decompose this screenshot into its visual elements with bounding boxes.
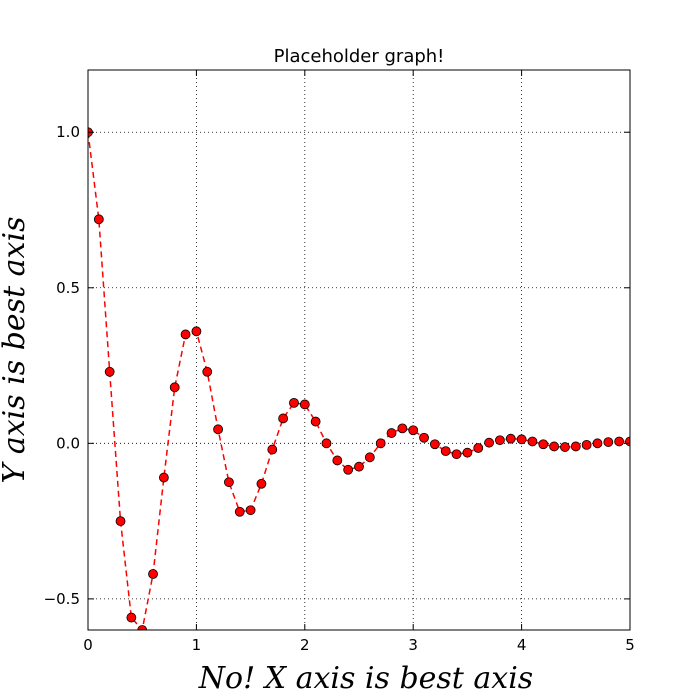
data-point: [364, 452, 375, 463]
data-point: [603, 437, 614, 447]
data-point: [126, 612, 137, 623]
data-point: [386, 428, 397, 438]
data-point: [516, 434, 527, 445]
data-point: [505, 433, 516, 444]
data-point: [332, 455, 343, 466]
plot-frame: [87, 69, 631, 631]
data-point: [440, 446, 451, 457]
data-point: [158, 472, 169, 483]
data-point: [549, 441, 560, 452]
data-point: [180, 329, 191, 340]
x-tick-label: 3: [408, 636, 418, 654]
data-point: [419, 432, 429, 443]
data-point: [538, 439, 549, 450]
data-point: [191, 326, 202, 337]
data-point: [169, 382, 180, 393]
x-tick-label: 5: [625, 636, 635, 654]
data-point: [570, 441, 581, 452]
data-point: [115, 516, 126, 527]
data-point: [278, 413, 289, 424]
data-point: [137, 625, 148, 630]
data-point: [375, 438, 386, 449]
data-point: [397, 423, 408, 434]
y-axis-label: Y axis is best axis: [0, 217, 32, 484]
x-tick-label: 4: [517, 636, 527, 654]
data-point: [224, 477, 234, 488]
data-point: [148, 569, 158, 579]
data-point: [267, 444, 278, 455]
data-point: [310, 416, 321, 427]
data-point: [299, 399, 310, 410]
data-point: [473, 443, 484, 453]
y-tick-label: −0.5: [44, 590, 80, 608]
plot-area: [88, 70, 630, 630]
y-tick-label: 0.5: [56, 279, 80, 297]
y-tick-label: 1.0: [56, 123, 80, 141]
y-tick-label: 0.0: [56, 434, 80, 452]
data-point: [484, 437, 494, 448]
data-point: [451, 449, 462, 460]
x-tick-label: 1: [192, 636, 202, 654]
data-point: [527, 436, 538, 447]
data-point: [408, 425, 419, 436]
data-point: [213, 424, 223, 435]
data-point: [462, 447, 473, 458]
data-point: [321, 438, 332, 449]
data-point: [495, 435, 505, 446]
chart-title: Placeholder graph!: [274, 46, 445, 67]
data-point: [202, 366, 213, 377]
data-point: [560, 442, 570, 452]
ticks: 0 1 2 3 4 5 −0.5 0.0 0.5 1.0: [44, 70, 635, 654]
data-point: [289, 397, 299, 408]
data-point: [581, 439, 592, 450]
data-point: [234, 506, 245, 517]
data-point: [592, 438, 603, 449]
data-point: [104, 366, 115, 377]
data-point: [245, 505, 256, 516]
data-point: [429, 439, 440, 450]
x-tick-label: 2: [300, 636, 310, 654]
data-point: [614, 436, 625, 447]
data-point: [343, 464, 354, 475]
series: [88, 127, 630, 630]
x-tick-label: 0: [83, 636, 93, 654]
data-point: [256, 478, 267, 489]
x-axis-label: No! X axis is best axis: [198, 661, 533, 696]
series-layer: [88, 127, 630, 630]
data-point: [354, 461, 364, 472]
data-point: [93, 214, 104, 225]
